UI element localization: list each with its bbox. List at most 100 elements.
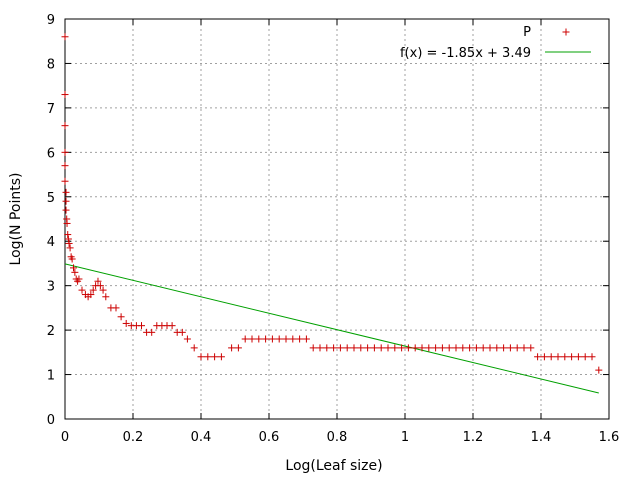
data-point [568, 353, 576, 361]
data-point [438, 344, 446, 352]
x-tick-label: 1.2 [463, 430, 484, 445]
data-point [520, 344, 528, 352]
data-point [62, 188, 70, 196]
data-point [330, 344, 338, 352]
data-point [78, 286, 86, 294]
data-point [61, 122, 69, 130]
y-tick-label: 4 [47, 235, 55, 250]
data-point [178, 328, 186, 336]
data-point [316, 344, 324, 352]
data-point [364, 344, 372, 352]
data-point [138, 322, 145, 330]
data-point [275, 335, 283, 343]
data-point [323, 344, 331, 352]
data-point [384, 344, 392, 352]
data-point [411, 344, 419, 352]
data-point [343, 344, 351, 352]
data-point [211, 353, 219, 361]
data-point [404, 344, 412, 352]
x-tick-label: 0.2 [123, 430, 144, 445]
axis-ticks: 0 0.2 0.4 0.6 0.8 1 1.2 1.4 1.6 0 1 2 3 4 5 6 7 8 9 [47, 13, 620, 445]
data-point [217, 353, 225, 361]
data-point [70, 264, 77, 272]
data-point [190, 344, 198, 352]
data-point [574, 353, 582, 361]
data-point [241, 335, 249, 343]
x-tick-label: 1 [401, 430, 409, 445]
data-point [466, 344, 474, 352]
data-point [302, 335, 310, 343]
data-point [452, 344, 460, 352]
data-point [99, 286, 107, 294]
y-tick-label: 3 [47, 280, 55, 295]
data-point [432, 344, 440, 352]
data-point [425, 344, 433, 352]
data-point [87, 291, 95, 299]
y-tick-label: 8 [47, 57, 55, 72]
x-tick-label: 0.6 [259, 430, 280, 445]
data-point [71, 268, 79, 276]
data-point [262, 335, 270, 343]
data-point [66, 244, 74, 252]
data-point [506, 344, 514, 352]
data-point [581, 353, 589, 361]
data-point [296, 335, 304, 343]
y-tick-label: 1 [47, 369, 55, 384]
legend-label-p: P [523, 25, 531, 40]
data-point [62, 206, 70, 214]
data-point [61, 33, 69, 41]
x-tick-label: 0.8 [327, 430, 348, 445]
data-point [540, 353, 548, 361]
data-point [64, 235, 72, 243]
data-point [197, 353, 205, 361]
data-point [282, 335, 290, 343]
data-series [61, 33, 603, 394]
data-point [117, 313, 125, 321]
data-point [255, 335, 263, 343]
data-point [112, 304, 120, 312]
data-point [183, 335, 191, 343]
data-point [391, 344, 399, 352]
data-point [336, 344, 344, 352]
legend-label-fit: f(x) = -1.85x + 3.49 [400, 46, 531, 61]
data-point [377, 344, 385, 352]
data-point [486, 344, 494, 352]
data-point [595, 366, 603, 374]
data-point [418, 344, 426, 352]
data-point [268, 335, 276, 343]
data-point [459, 344, 467, 352]
data-point [534, 353, 542, 361]
y-tick-label: 6 [47, 146, 55, 161]
data-point [61, 177, 69, 185]
legend-marker-p [562, 28, 570, 36]
data-point [513, 344, 521, 352]
data-point [493, 344, 501, 352]
data-point [500, 344, 508, 352]
data-point [63, 219, 71, 227]
y-tick-label: 0 [47, 413, 55, 428]
data-point [102, 293, 110, 301]
y-tick-label: 2 [47, 324, 55, 339]
data-point [75, 275, 83, 283]
data-point [65, 239, 73, 247]
data-point [561, 353, 569, 361]
y-tick-label: 5 [47, 191, 55, 206]
data-point [248, 335, 256, 343]
data-point [309, 344, 317, 352]
x-axis-label: Log(Leaf size) [285, 458, 382, 474]
x-tick-label: 0.4 [191, 430, 212, 445]
data-point [472, 344, 480, 352]
data-point [554, 353, 562, 361]
data-point [61, 148, 69, 156]
data-point [94, 277, 102, 285]
fit-line [64, 263, 599, 394]
data-point [168, 322, 176, 330]
y-tick-label: 7 [47, 102, 55, 117]
legend: P f(x) = -1.85x + 3.49 [400, 25, 591, 61]
data-point [64, 231, 72, 239]
data-point [370, 344, 378, 352]
x-tick-label: 1.6 [599, 430, 620, 445]
data-point [122, 319, 130, 327]
x-tick-label: 1.4 [531, 430, 552, 445]
